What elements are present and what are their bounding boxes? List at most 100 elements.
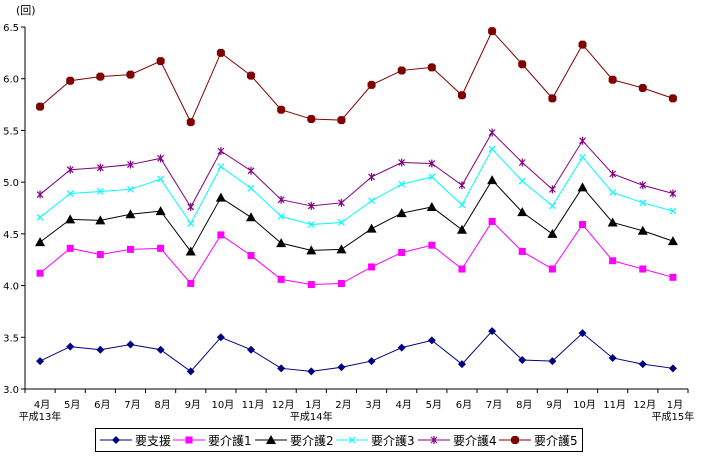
data-point	[246, 212, 257, 222]
legend-item: 要介護4	[418, 433, 497, 448]
data-point	[36, 190, 44, 199]
data-point	[66, 165, 74, 174]
x-year-label: 平成13年	[19, 410, 62, 423]
y-tick-label: 4.5	[3, 230, 19, 241]
data-point	[608, 75, 617, 84]
legend-item: 要介護2	[255, 433, 334, 448]
data-point	[577, 182, 588, 192]
data-point	[36, 269, 44, 277]
data-point	[187, 220, 195, 227]
data-point	[518, 177, 526, 185]
data-point	[126, 245, 134, 253]
legend-marker	[348, 436, 356, 444]
data-point	[277, 364, 286, 373]
data-point	[247, 184, 255, 192]
data-point	[337, 363, 346, 372]
series-1	[36, 327, 677, 376]
data-point	[457, 360, 466, 369]
data-point	[398, 248, 406, 256]
data-point	[306, 245, 317, 255]
legend-label: 要介護5	[534, 433, 578, 448]
series-line	[39, 30, 674, 124]
data-point	[518, 158, 526, 167]
data-point	[578, 40, 587, 49]
data-point	[307, 221, 315, 228]
data-point	[579, 136, 586, 145]
legend-label: 要介護4	[453, 433, 497, 448]
data-point	[579, 221, 587, 229]
data-point	[639, 265, 647, 273]
data-point	[216, 333, 225, 342]
x-tick-label: 6月	[456, 399, 472, 411]
data-point	[398, 180, 406, 188]
data-point	[247, 252, 255, 260]
x-tick-label: 12月	[633, 399, 656, 411]
data-point	[607, 217, 618, 227]
x-tick-label: 5月	[64, 399, 80, 411]
series-5	[36, 128, 677, 211]
data-point	[668, 364, 677, 373]
data-point	[428, 159, 436, 168]
data-point	[639, 199, 647, 207]
data-point	[96, 188, 104, 195]
x-tick-label: 11月	[603, 399, 626, 411]
data-point	[96, 251, 104, 259]
data-point	[668, 94, 677, 103]
data-point	[35, 237, 46, 247]
data-point	[217, 147, 225, 156]
x-year-label: 平成15年	[652, 410, 695, 423]
data-point	[637, 225, 648, 235]
data-point	[66, 244, 74, 252]
data-point	[518, 247, 526, 255]
data-point	[127, 185, 134, 193]
data-point	[669, 273, 677, 281]
data-point	[578, 329, 587, 338]
data-point	[398, 158, 406, 167]
data-point	[127, 160, 134, 169]
data-point	[307, 115, 316, 124]
legend-item: 要介護5	[499, 433, 578, 448]
data-point	[367, 357, 376, 366]
data-point	[336, 244, 347, 254]
data-point	[338, 219, 345, 226]
data-point	[458, 201, 466, 209]
series-2	[36, 217, 677, 289]
data-point	[488, 27, 497, 36]
data-point	[427, 63, 436, 72]
data-point	[367, 80, 376, 89]
data-point	[396, 208, 407, 218]
data-point	[66, 190, 74, 197]
data-point	[548, 185, 556, 194]
data-point	[488, 145, 496, 153]
x-tick-label: 4月	[34, 399, 50, 411]
data-point	[96, 345, 105, 354]
data-point	[307, 281, 315, 289]
y-tick-label: 5.5	[3, 126, 19, 137]
data-point	[247, 71, 256, 80]
data-point	[638, 84, 647, 93]
legend-label: 要介護1	[208, 433, 252, 448]
data-point	[36, 102, 45, 111]
x-tick-label: 7月	[486, 399, 502, 411]
data-point	[157, 244, 165, 252]
data-point	[277, 275, 285, 283]
x-tick-label: 8月	[516, 399, 532, 411]
data-point	[157, 175, 165, 183]
x-tick-label: 5月	[426, 399, 442, 411]
data-point	[669, 207, 677, 215]
data-point	[277, 195, 285, 204]
x-tick-label: 4月	[396, 399, 412, 411]
series-line	[39, 220, 674, 286]
x-tick-label: 7月	[124, 399, 140, 411]
data-point	[126, 340, 135, 349]
data-point	[66, 342, 75, 351]
data-point	[156, 345, 165, 354]
data-point	[547, 228, 558, 238]
data-point	[187, 202, 195, 211]
y-axis-unit-label: (回)	[16, 4, 36, 17]
data-point	[368, 263, 376, 271]
series-4	[36, 145, 677, 228]
data-point	[548, 357, 557, 366]
x-tick-label: 1月	[305, 399, 321, 411]
